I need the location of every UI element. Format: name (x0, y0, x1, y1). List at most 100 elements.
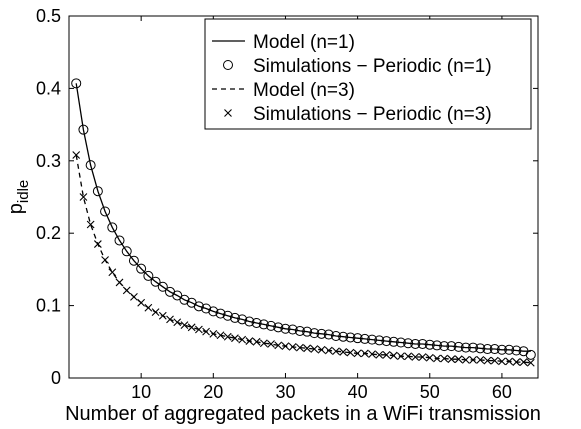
data-point-sim-n3 (382, 350, 391, 359)
legend: Model (n=1) Simulations − Periodic (n=1) M… (204, 18, 532, 130)
x-marker-stroke (130, 293, 138, 301)
x-marker-stroke (447, 355, 456, 364)
data-point-sim-n1 (468, 342, 479, 353)
x-marker-stroke (505, 357, 514, 366)
tick-group: 10 20 30 40 50 60 0 0.1 0.2 0.3 0.4 0.5 (36, 6, 538, 402)
data-point-sim-n1 (496, 344, 507, 355)
data-point-sim-n3 (93, 240, 102, 248)
data-point-sim-n1 (395, 337, 406, 348)
data-point-sim-n1 (323, 329, 334, 340)
data-point-sim-n3 (122, 286, 131, 295)
data-point-sim-n3 (360, 349, 369, 358)
data-point-sim-n3 (440, 354, 449, 363)
data-point-sim-n3 (245, 337, 254, 345)
data-point-sim-n3 (498, 357, 506, 366)
data-point-sim-n1 (475, 343, 486, 354)
x-tick-label: 20 (203, 382, 223, 402)
x-marker-stroke (404, 352, 413, 361)
data-point-sim-n1 (374, 335, 385, 346)
y-axis-label: pidle (5, 180, 32, 214)
x-marker-stroke (238, 335, 247, 344)
legend-circle-marker (223, 60, 233, 70)
data-point-sim-n3 (151, 308, 160, 317)
data-point-sim-n1 (489, 344, 500, 355)
x-marker-stroke (158, 311, 167, 320)
x-marker-stroke (353, 349, 362, 358)
data-point-sim-n3 (397, 352, 405, 361)
data-point-sim-n3 (209, 329, 218, 338)
series-group (71, 78, 536, 367)
data-point-sim-n1 (460, 342, 471, 353)
x-axis-label: Number of aggregated packets in a WiFi t… (65, 403, 541, 425)
data-point-sim-n1 (302, 326, 313, 337)
data-point-sim-n3 (526, 358, 535, 367)
x-marker-stroke (512, 358, 521, 366)
x-marker-stroke (360, 349, 369, 358)
data-point-sim-n1 (316, 328, 327, 339)
x-tick-label: 50 (420, 382, 440, 402)
x-marker-stroke (288, 342, 297, 351)
x-marker-stroke (310, 345, 319, 353)
data-point-sim-n3 (505, 357, 514, 366)
data-point-sim-n1 (85, 160, 96, 171)
y-axis-label-base: p (5, 203, 27, 214)
data-point-sim-n1 (229, 312, 240, 323)
x-marker-stroke (425, 353, 434, 362)
x-marker-stroke (324, 346, 333, 355)
data-point-sim-n1 (504, 344, 515, 355)
data-point-sim-n1 (237, 314, 248, 325)
data-point-sim-n3 (418, 353, 427, 361)
data-point-sim-n1 (352, 333, 363, 344)
legend-label: Model (n=1) (253, 32, 355, 53)
data-point-sim-n3 (166, 315, 174, 324)
data-point-sim-n3 (404, 352, 413, 361)
x-marker-stroke (224, 109, 232, 117)
data-point-sim-n3 (187, 323, 196, 332)
data-point-sim-n1 (172, 290, 183, 301)
data-point-sim-n3 (288, 342, 297, 351)
data-point-sim-n1 (201, 303, 212, 314)
data-point-sim-n1 (359, 333, 370, 344)
data-point-sim-n1 (280, 323, 291, 334)
data-point-sim-n3 (158, 311, 167, 320)
x-marker-stroke (418, 353, 427, 361)
data-point-sim-n1 (258, 319, 269, 330)
x-marker-stroke (490, 356, 499, 365)
data-point-sim-n3 (353, 349, 362, 358)
data-point-sim-n3 (216, 331, 225, 340)
x-marker-stroke (93, 240, 102, 248)
data-point-sim-n1 (143, 270, 154, 281)
x-marker-stroke (223, 332, 232, 341)
data-point-sim-n1 (100, 206, 111, 217)
x-marker-stroke (137, 298, 146, 307)
x-tick-label: 40 (348, 382, 368, 402)
x-marker-stroke (79, 193, 88, 201)
data-point-sim-n1 (309, 328, 320, 339)
data-point-sim-n1 (114, 235, 125, 246)
data-point-sim-n1 (71, 78, 82, 89)
data-point-sim-n3 (79, 193, 88, 201)
y-tick-label: 0 (51, 368, 61, 388)
data-point-sim-n3 (274, 341, 283, 350)
data-point-sim-n1 (446, 341, 457, 352)
data-point-sim-n3 (101, 256, 109, 264)
legend-x-marker (224, 109, 232, 117)
y-tick-label: 0.5 (36, 6, 61, 26)
data-point-sim-n3 (202, 327, 210, 336)
data-point-sim-n3 (469, 356, 477, 364)
x-marker-stroke (86, 220, 95, 229)
series-model-n3-line (75, 154, 531, 364)
data-point-sim-n1 (136, 263, 147, 274)
data-point-sim-n1 (482, 344, 493, 355)
data-point-sim-n3 (238, 335, 247, 344)
data-point-sim-n3 (173, 318, 182, 327)
x-marker-stroke (209, 329, 218, 338)
data-point-sim-n1 (431, 340, 442, 351)
data-point-sim-n1 (128, 255, 139, 266)
legend-label: Simulations − Periodic (n=3) (253, 104, 492, 125)
x-marker-stroke (187, 323, 196, 332)
data-point-sim-n1 (287, 324, 298, 335)
x-marker-stroke (173, 318, 182, 327)
y-tick-label: 0.2 (36, 223, 61, 243)
x-marker-stroke (498, 357, 506, 366)
